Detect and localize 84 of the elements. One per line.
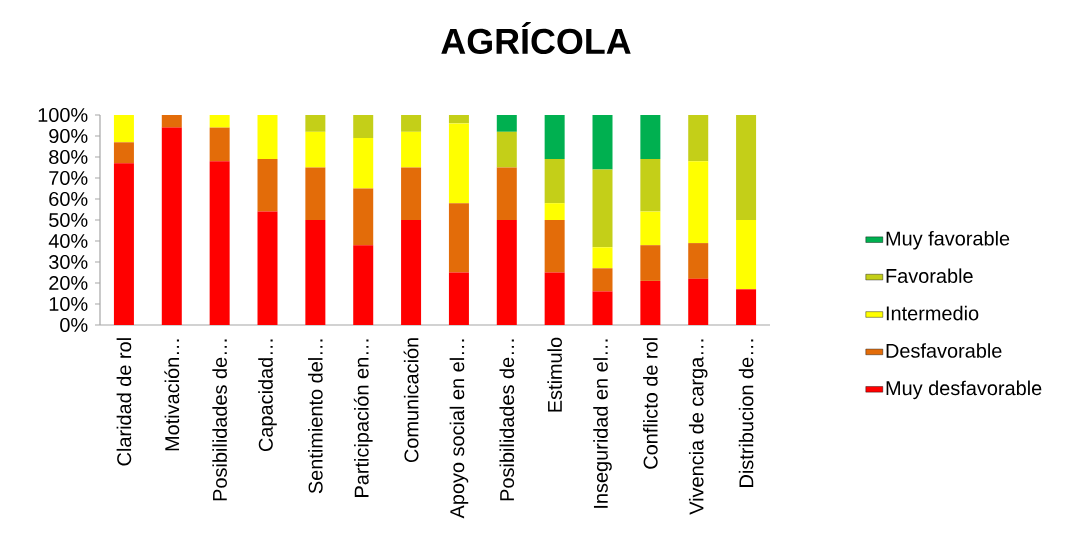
x-tick-label: Sentimiento del… bbox=[308, 339, 323, 494]
bar bbox=[544, 272, 565, 325]
x-tick-label: Estimulo bbox=[547, 337, 562, 412]
bar bbox=[592, 268, 613, 292]
x-tick-label: Conflicto de rol bbox=[643, 338, 658, 469]
bar bbox=[736, 220, 757, 290]
bar bbox=[113, 115, 134, 143]
x-tick-label: Participación en… bbox=[353, 339, 373, 497]
x-tick-label: Comunicación bbox=[403, 338, 419, 463]
bar bbox=[688, 161, 709, 244]
y-tick-label: 0% bbox=[60, 317, 88, 333]
bar bbox=[640, 245, 661, 281]
bar bbox=[496, 220, 517, 325]
y-tick-label: 70% bbox=[49, 170, 88, 186]
bar bbox=[209, 161, 230, 325]
bar bbox=[544, 159, 565, 204]
bar bbox=[257, 115, 278, 160]
bar bbox=[353, 188, 374, 246]
bar bbox=[496, 115, 517, 132]
bar bbox=[113, 163, 134, 325]
y-tick-label: 60% bbox=[49, 191, 88, 207]
bar bbox=[688, 115, 709, 162]
legend-label: Muy desfavorable bbox=[886, 380, 1042, 400]
bar bbox=[401, 131, 422, 168]
bar bbox=[401, 167, 422, 220]
bar bbox=[305, 220, 326, 325]
x-tick-label: Motivación… bbox=[164, 339, 180, 451]
x-tick-label: Inseguridad en el… bbox=[593, 339, 612, 508]
x-tick-label: Posibilidades de… bbox=[499, 339, 515, 501]
y-tick-label: 100% bbox=[38, 107, 88, 123]
bar bbox=[161, 127, 182, 325]
bar bbox=[736, 115, 757, 220]
bar bbox=[305, 131, 326, 168]
bar bbox=[640, 159, 661, 212]
legend-label: Favorable bbox=[886, 268, 973, 283]
bar bbox=[640, 280, 661, 325]
bar bbox=[592, 115, 613, 170]
legend-label: Intermedio bbox=[886, 305, 979, 321]
bar bbox=[448, 272, 469, 325]
bar bbox=[113, 142, 134, 164]
y-tick-label: 20% bbox=[49, 275, 88, 291]
y-tick-label: 80% bbox=[49, 149, 88, 165]
bar bbox=[688, 243, 709, 279]
bar bbox=[401, 115, 422, 132]
chart-title: AGRÍCOLA bbox=[441, 21, 631, 55]
bar bbox=[305, 167, 326, 220]
bar bbox=[209, 127, 230, 162]
bar bbox=[353, 138, 374, 189]
bar bbox=[640, 211, 661, 246]
bar bbox=[448, 203, 469, 273]
bar bbox=[544, 115, 565, 160]
x-tick-label: Posibilidades de… bbox=[212, 339, 227, 501]
x-tick-label: Capacidad… bbox=[258, 339, 277, 452]
bar bbox=[305, 115, 326, 132]
bar bbox=[209, 115, 230, 128]
y-tick-label: 50% bbox=[49, 212, 88, 228]
bar bbox=[257, 159, 278, 212]
y-tick-label: 40% bbox=[48, 233, 88, 249]
bar bbox=[592, 169, 613, 248]
bar bbox=[592, 291, 613, 325]
bar bbox=[257, 211, 278, 325]
bar bbox=[544, 220, 565, 273]
bar bbox=[592, 247, 613, 269]
x-tick-label: Distribucion de… bbox=[738, 339, 754, 487]
legend-label: Muy favorable bbox=[886, 230, 1010, 250]
x-tick-label: Apoyo social en el… bbox=[449, 339, 469, 519]
bar bbox=[496, 131, 517, 168]
y-tick-label: 30% bbox=[49, 254, 88, 270]
bar bbox=[401, 220, 422, 325]
bar bbox=[448, 123, 469, 204]
bar bbox=[688, 278, 709, 325]
x-tick-label: Claridad de rol bbox=[116, 338, 132, 466]
bar bbox=[448, 115, 469, 124]
bar bbox=[353, 115, 374, 139]
bar bbox=[640, 115, 661, 160]
bar bbox=[161, 115, 182, 128]
bar bbox=[544, 203, 565, 220]
y-tick-label: 10% bbox=[49, 296, 88, 312]
bar bbox=[353, 245, 374, 325]
bar bbox=[496, 167, 517, 220]
legend-label: Desfavorable bbox=[886, 343, 1002, 358]
bar bbox=[736, 289, 757, 325]
y-tick-label: 90% bbox=[49, 128, 88, 144]
x-tick-label: Vivencia de carga… bbox=[688, 339, 708, 515]
